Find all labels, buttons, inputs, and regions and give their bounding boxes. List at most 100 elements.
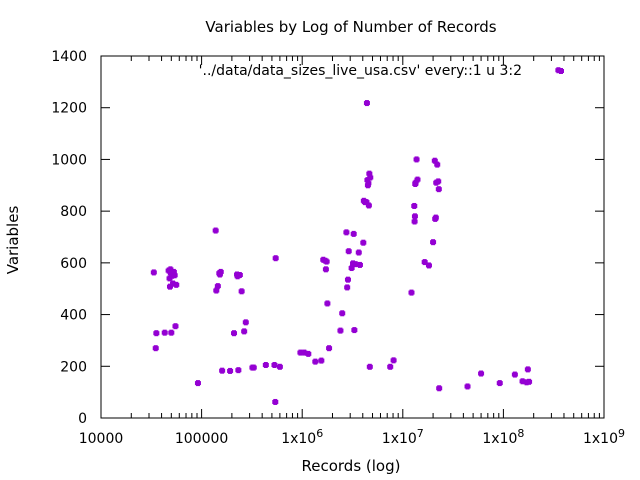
data-point xyxy=(194,380,201,387)
data-point xyxy=(238,288,245,295)
legend: '../data/data_sizes_live_usa.csv' every:… xyxy=(199,63,564,79)
x-tick-label: 10000 xyxy=(79,431,124,447)
data-point xyxy=(301,349,308,356)
y-axis-title: Variables xyxy=(4,206,22,275)
y-tick-label: 400 xyxy=(60,308,87,324)
data-point xyxy=(408,289,415,296)
data-point xyxy=(350,230,357,237)
data-point xyxy=(161,329,168,336)
data-point xyxy=(367,174,374,181)
data-point xyxy=(366,170,373,177)
data-point xyxy=(318,357,325,364)
data-point xyxy=(432,214,439,221)
data-point xyxy=(435,186,442,193)
data-point xyxy=(166,275,173,282)
data-point xyxy=(431,157,438,164)
data-point xyxy=(170,280,177,287)
data-point xyxy=(219,367,226,374)
x-tick-label: 1x108 xyxy=(482,427,524,447)
data-point xyxy=(365,202,372,209)
data-point xyxy=(213,287,220,294)
x-tick-exponent: 6 xyxy=(316,427,323,440)
data-point xyxy=(344,284,351,291)
data-point xyxy=(436,385,443,392)
data-point xyxy=(352,261,359,268)
data-point xyxy=(411,202,418,209)
data-point xyxy=(344,276,351,283)
data-point xyxy=(435,178,442,185)
y-tick-label: 600 xyxy=(60,256,87,272)
data-point xyxy=(351,327,358,334)
x-tick-exponent: 8 xyxy=(517,427,524,440)
chart-title: Variables by Log of Number of Records xyxy=(205,18,496,36)
data-point xyxy=(526,378,533,385)
data-point xyxy=(348,265,355,272)
y-tick-labels: 0 200 400 600 800 1000 1200 1400 xyxy=(51,49,87,427)
data-point xyxy=(387,363,394,370)
data-point xyxy=(413,156,420,163)
x-tick-labels: 10000 100000 1x106 1x107 1x108 1x109 xyxy=(79,427,625,447)
data-point xyxy=(414,176,421,183)
data-point xyxy=(297,349,304,356)
data-point xyxy=(312,358,319,365)
data-point xyxy=(366,363,373,370)
data-point xyxy=(421,259,428,266)
data-point xyxy=(153,330,160,337)
data-point xyxy=(172,323,179,330)
axis-ticks xyxy=(100,55,605,419)
data-point xyxy=(411,218,418,225)
data-point xyxy=(478,370,485,377)
data-point xyxy=(430,239,437,246)
data-point xyxy=(276,363,283,370)
x-tick-label: 1x109 xyxy=(583,427,625,447)
data-point xyxy=(326,345,333,352)
x-axis-label: Records (log) xyxy=(302,457,401,475)
y-axis-label: Variables xyxy=(4,206,22,275)
data-point xyxy=(364,177,371,184)
legend-label: '../data/data_sizes_live_usa.csv' every:… xyxy=(199,63,522,79)
data-point xyxy=(171,272,178,279)
data-point xyxy=(390,357,397,364)
data-point xyxy=(425,262,432,269)
data-point xyxy=(150,269,157,276)
y-tick-label: 1200 xyxy=(51,101,87,117)
data-point xyxy=(236,272,243,279)
data-point xyxy=(217,268,224,275)
data-point xyxy=(167,266,174,273)
data-point xyxy=(365,180,372,187)
plot-frame xyxy=(100,55,605,419)
data-point xyxy=(524,366,531,373)
data-point xyxy=(170,268,177,275)
data-point xyxy=(242,319,249,326)
y-tick-label: 1000 xyxy=(51,152,87,168)
data-point xyxy=(271,361,278,368)
data-point xyxy=(272,255,279,262)
data-point xyxy=(231,330,238,337)
x-tick-label: 1x106 xyxy=(281,427,323,447)
data-point xyxy=(250,364,257,371)
data-point xyxy=(345,248,352,255)
data-point xyxy=(323,258,330,265)
data-point xyxy=(152,345,159,352)
data-point xyxy=(343,229,350,236)
y-tick-label: 1400 xyxy=(51,49,87,65)
data-point xyxy=(324,300,331,307)
data-point xyxy=(322,266,329,273)
data-point xyxy=(355,249,362,256)
data-point xyxy=(496,380,503,387)
data-point xyxy=(235,367,242,374)
y-tick-label: 800 xyxy=(60,204,87,220)
data-point xyxy=(227,367,234,374)
data-point xyxy=(363,199,370,206)
data-point xyxy=(262,361,269,368)
data-point xyxy=(241,328,248,335)
data-point xyxy=(363,100,370,107)
data-point xyxy=(339,310,346,317)
data-point xyxy=(173,281,180,288)
data-points xyxy=(150,67,562,405)
data-point xyxy=(305,350,312,357)
data-point xyxy=(464,383,471,390)
data-point xyxy=(434,161,441,168)
x-tick-label: 100000 xyxy=(175,431,228,447)
